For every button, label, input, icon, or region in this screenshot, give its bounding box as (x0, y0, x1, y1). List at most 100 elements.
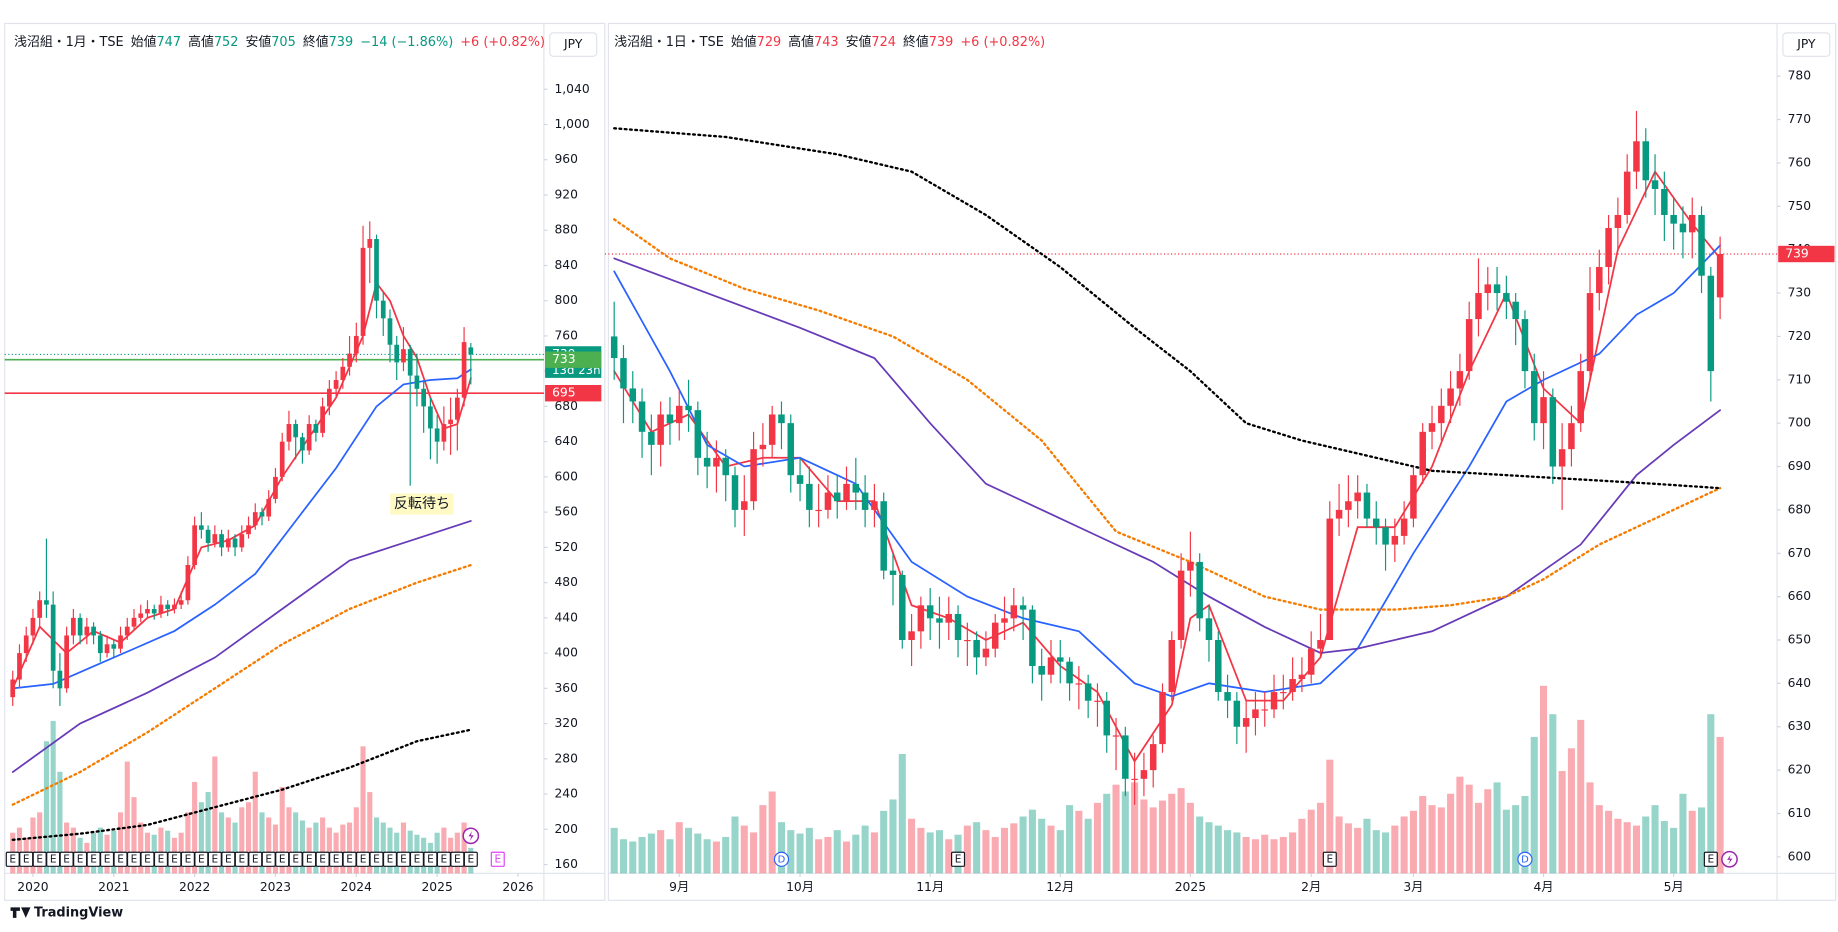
y-tick-label: 640 (554, 434, 577, 448)
logo[interactable]: TradingView (34, 906, 123, 921)
y-tick-label: 200 (554, 822, 577, 836)
ohlc-label: 高値 (788, 34, 814, 50)
candle-body (1716, 254, 1724, 298)
candle-body (1419, 431, 1426, 476)
volume-bar (787, 830, 795, 874)
volume-bar (293, 812, 299, 874)
y-tick-label: 880 (554, 223, 577, 237)
y-tick-label: 840 (554, 258, 577, 272)
earnings-label: E (319, 853, 326, 865)
x-tick-label: 12月 (1046, 880, 1074, 894)
candle-body (84, 626, 90, 636)
volume-bar (1158, 800, 1167, 874)
candle-body (1122, 735, 1129, 779)
candle-body (273, 476, 278, 499)
volume-bar (387, 827, 393, 874)
candle-body (158, 604, 164, 614)
candle-body (675, 405, 683, 424)
candle-body (266, 498, 272, 517)
candle-body (306, 424, 312, 451)
volume-bar (43, 741, 49, 874)
volume-bar (647, 833, 655, 874)
candle-body (293, 424, 299, 438)
moving-average (613, 127, 1722, 490)
x-tick-label: 2020 (17, 880, 48, 894)
candle-body (23, 635, 29, 654)
volume-bar (870, 832, 878, 874)
volume-bar (57, 771, 63, 874)
earnings-label: E (373, 853, 380, 865)
candle-body (1400, 518, 1408, 536)
candle-body (945, 613, 953, 623)
earnings-label: E (158, 853, 165, 865)
volume-bar (1512, 805, 1520, 874)
volume-bar (1400, 816, 1408, 874)
volume-bar (945, 839, 953, 874)
dividend-label: D (778, 854, 786, 865)
volume-bar (1354, 827, 1362, 874)
y-tick-label: 630 (1788, 719, 1811, 733)
earnings-label: E (198, 853, 205, 865)
volume-bar (1289, 832, 1297, 874)
candle-body (1465, 319, 1473, 372)
candle-body (1605, 227, 1612, 268)
candle-body (741, 501, 748, 510)
candle-body (448, 419, 453, 425)
candle-body (138, 613, 144, 618)
volume-bar (1437, 807, 1445, 874)
x-tick-label: 2023 (260, 880, 291, 894)
volume-bar (347, 822, 353, 874)
earnings-label: E (306, 853, 313, 865)
x-tick-label: 2021 (98, 880, 129, 894)
volume-bar (70, 827, 76, 874)
earnings-label: E (292, 853, 299, 865)
volume-bar (908, 818, 916, 874)
volume-bar (1642, 816, 1650, 874)
y-tick-label: 650 (1788, 633, 1811, 647)
y-tick-label: 760 (554, 328, 577, 342)
volume-bar (815, 839, 823, 874)
candle-body (899, 574, 906, 641)
candle-body (852, 483, 860, 493)
volume-bar (1363, 818, 1371, 874)
earnings-label: E (131, 853, 138, 865)
candle-body (1530, 371, 1538, 424)
ohlc-label: 高値 (188, 34, 214, 50)
volume-bar (1567, 748, 1575, 874)
volume-bar (306, 827, 312, 874)
volume-bar (1540, 685, 1548, 874)
volume-bar (30, 817, 36, 874)
volume-bar (185, 812, 191, 874)
candle-body (1345, 501, 1352, 510)
candle-body (1549, 397, 1557, 467)
candle-body (1596, 267, 1603, 294)
candle-body (1047, 657, 1055, 675)
candle-body (44, 600, 49, 605)
earnings-label: E (23, 853, 30, 865)
candle-body (731, 475, 739, 510)
earnings-marker (951, 851, 966, 867)
candle-body (1159, 692, 1166, 745)
y-tick-label: 680 (554, 399, 577, 413)
volume-bar (1307, 809, 1315, 874)
volume-bar (198, 802, 204, 874)
candle-body (768, 414, 776, 445)
candle-body (1391, 535, 1399, 545)
volume-bar (1716, 736, 1724, 874)
candle-body (722, 457, 729, 476)
earnings-marker (1703, 851, 1718, 867)
volume-bar (367, 792, 373, 874)
candle-body (77, 617, 83, 636)
volume-bar (1697, 807, 1706, 874)
candle-body (165, 604, 171, 610)
ohlc-value: 747 (156, 35, 181, 50)
candle-body (313, 424, 319, 433)
candle-body (1373, 518, 1380, 528)
volume-bar (97, 827, 103, 874)
candle-body (936, 618, 943, 623)
volume-bar (982, 830, 990, 874)
moving-average (613, 218, 1722, 611)
candle-body (131, 617, 137, 627)
ohlc-value: 743 (814, 35, 839, 50)
candle-body (17, 653, 22, 680)
